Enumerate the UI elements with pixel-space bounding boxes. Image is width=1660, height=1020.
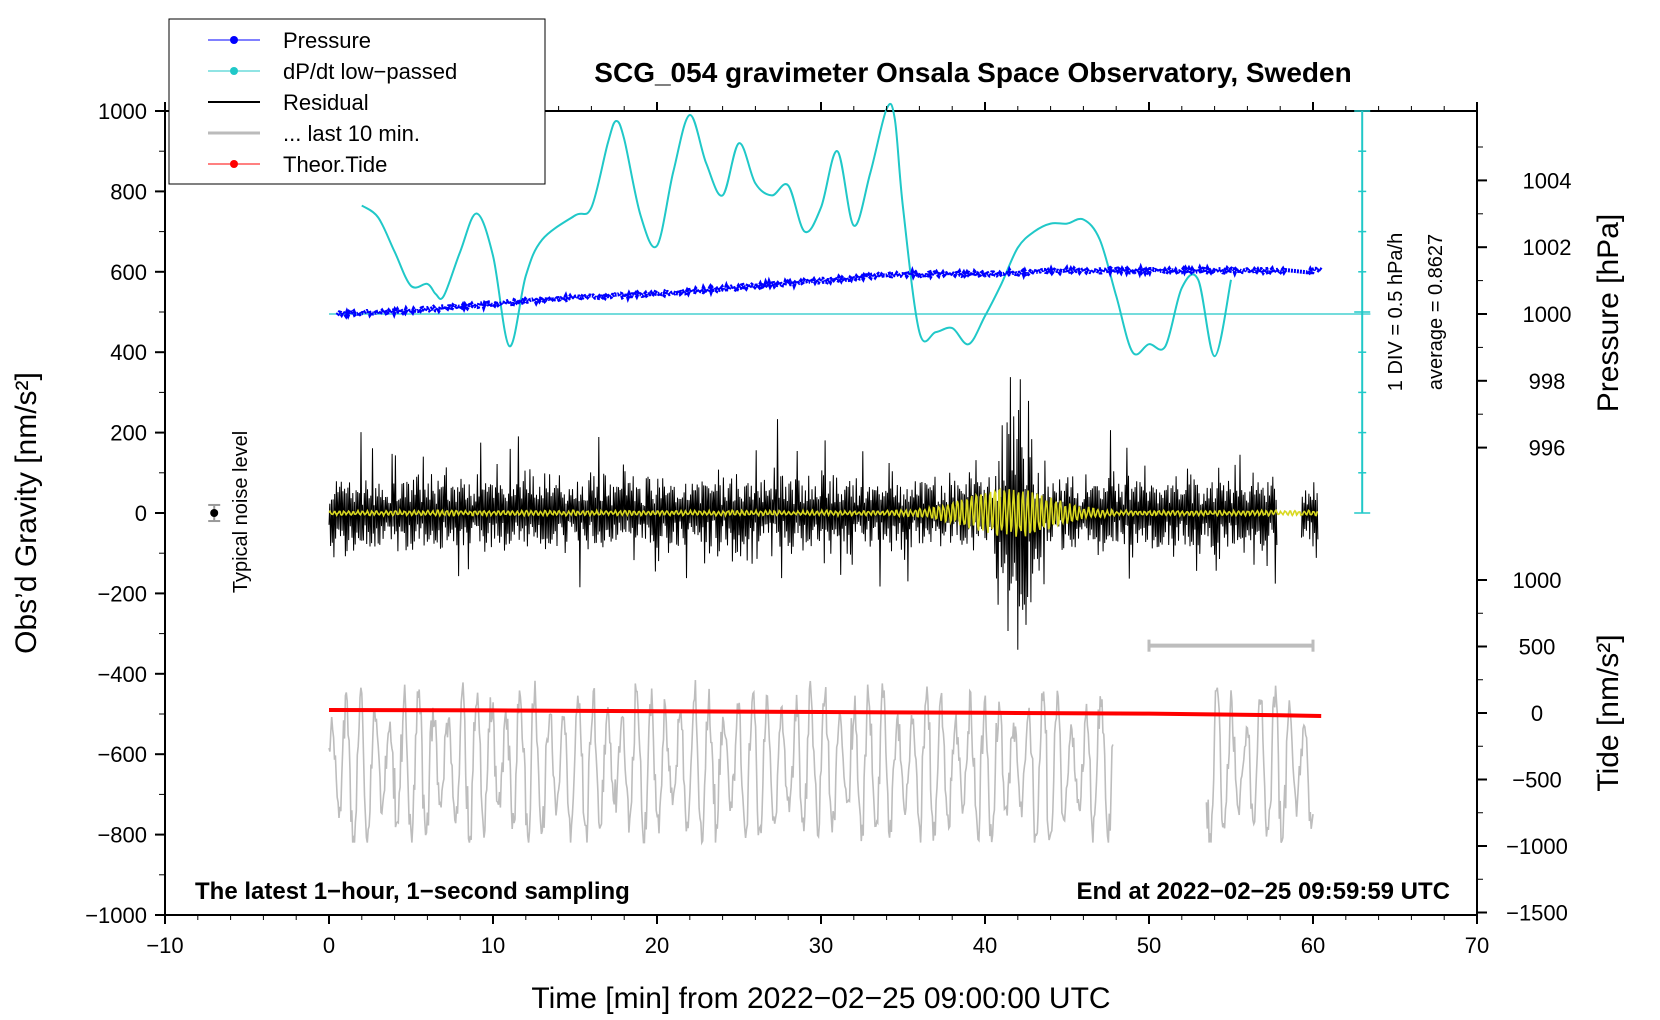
x-tick-label: 40 (973, 933, 997, 958)
x-tick-label: 50 (1137, 933, 1161, 958)
y-tick-label: 400 (110, 340, 147, 365)
chart-title: SCG_054 gravimeter Onsala Space Observat… (594, 57, 1351, 88)
x-tick-label: 60 (1301, 933, 1325, 958)
x-tick-label: 70 (1465, 933, 1489, 958)
tide-tick-label: −500 (1512, 768, 1562, 793)
tide-axis-label: Tide [nm/s²] (1592, 634, 1625, 791)
tide-tick-label: −1500 (1506, 901, 1568, 926)
pressure-tick-label: 1002 (1523, 235, 1572, 260)
last10-trace (328, 680, 1114, 846)
tide-tick-label: 0 (1531, 701, 1543, 726)
tide-trace (328, 708, 1322, 718)
residual-smoothed (328, 487, 1319, 537)
pressure-tick-label: 998 (1529, 369, 1566, 394)
y-tick-label: 800 (110, 179, 147, 204)
tide-tick-label: −1000 (1506, 834, 1568, 859)
noise-level-label: Typical noise level (230, 431, 252, 593)
pressure-tick-label: 1004 (1523, 168, 1572, 193)
y-tick-label: −600 (97, 742, 147, 767)
y-tick-label: −800 (97, 823, 147, 848)
dpdt-curve (361, 102, 1232, 358)
footer-left: The latest 1−hour, 1−second sampling (195, 878, 630, 905)
svg-text:... last 10 min.: ... last 10 min. (283, 121, 420, 146)
x-axis-label: Time [min] from 2022−02−25 09:00:00 UTC (531, 982, 1110, 1015)
plot-layer (208, 102, 1371, 846)
x-tick-label: 30 (809, 933, 833, 958)
x-tick-label: 10 (481, 933, 505, 958)
pressure-tick-label: 996 (1529, 436, 1566, 461)
pressure-trace (335, 262, 1323, 320)
pressure-axis-label: Pressure [hPa] (1592, 214, 1625, 412)
y-axis-label: Obs’d Gravity [nm/s²] (10, 372, 43, 654)
noise-dot (210, 509, 219, 517)
y-tick-label: 0 (135, 501, 147, 526)
legend-dpdt: dP/dt low−passed (208, 59, 457, 84)
svg-text:Residual: Residual (283, 90, 369, 115)
legend: Pressure dP/dt low−passed Residual ... l… (168, 18, 546, 185)
legend-tide: Theor.Tide (208, 152, 387, 177)
svg-text:Pressure: Pressure (283, 28, 371, 53)
x-tick-label: 20 (645, 933, 669, 958)
pressure-tick-label: 1000 (1523, 302, 1572, 327)
y-tick-label: −200 (97, 581, 147, 606)
x-tick-label: −10 (146, 933, 183, 958)
y-tick-label: −400 (97, 662, 147, 687)
axis-layer: −10 0 10 20 30 40 50 60 70 1000 800 600 400 200 0 −200 −… (85, 99, 1571, 958)
last10-trace-tail (1205, 685, 1314, 843)
y-tick-label: 1000 (98, 99, 147, 124)
legend-residual: Residual (208, 90, 369, 115)
tide-tick-label: 500 (1519, 635, 1556, 660)
svg-text:dP/dt low−passed: dP/dt low−passed (283, 59, 457, 84)
x-tick-label: 0 (323, 933, 335, 958)
average-label: average = 0.8627 (1425, 234, 1447, 390)
y-tick-label: −1000 (85, 903, 147, 928)
tide-tick-label: 1000 (1513, 568, 1562, 593)
footer-right: End at 2022−02−25 09:59:59 UTC (1076, 878, 1450, 905)
residual-trace-tail (1301, 482, 1319, 558)
div-label: 1 DIV = 0.5 hPa/h (1385, 233, 1407, 391)
y-tick-label: 600 (110, 260, 147, 285)
y-tick-label: 200 (110, 421, 147, 446)
residual-trace (328, 377, 1278, 650)
svg-text:Theor.Tide: Theor.Tide (283, 152, 387, 177)
legend-pressure: Pressure (208, 28, 371, 53)
legend-last10: ... last 10 min. (208, 121, 420, 146)
